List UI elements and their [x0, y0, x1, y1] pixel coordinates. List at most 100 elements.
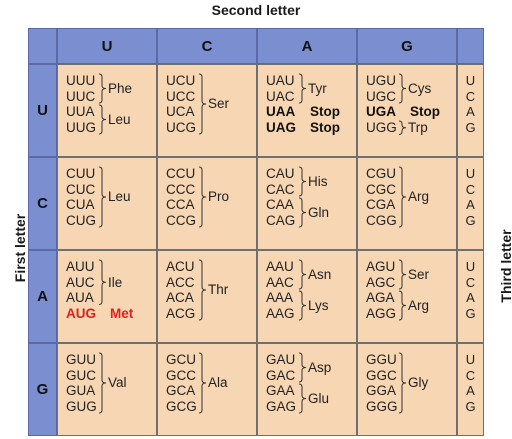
codon-block: CGU CGC CGA CGG Arg — [357, 157, 457, 250]
brace-shape — [298, 383, 307, 414]
amino-acid-label: His — [308, 173, 328, 189]
codon-label: GGC — [366, 367, 397, 383]
codon-label: GCC — [166, 367, 196, 383]
brace-shape — [298, 166, 307, 197]
amino-acid-label: Arg — [408, 189, 430, 205]
codon-label: UAU — [266, 73, 295, 88]
codon-label: UAG — [266, 119, 296, 135]
brace-shape — [98, 352, 107, 414]
amino-acid-label: Ser — [408, 266, 430, 282]
third-letter-label: C — [465, 88, 476, 104]
brace-shape — [98, 166, 107, 228]
codon-label: UUG — [66, 119, 96, 135]
codon-label: UCC — [166, 88, 196, 104]
codon-label: CGU — [366, 166, 396, 181]
codon-label: ACG — [166, 305, 196, 321]
third-letter-label: G — [465, 398, 476, 414]
codon-block: CCU CCC CCA CCG Pro — [157, 157, 257, 250]
second-letter-header: G — [357, 28, 457, 64]
brace-shape — [398, 259, 407, 290]
codon-label: CAA — [266, 197, 294, 212]
second-letter-header: C — [157, 28, 257, 64]
amino-acid-label: Leu — [108, 189, 131, 205]
brace-shape — [198, 166, 207, 228]
codon-block: GUU GUC GUA GUG Val — [57, 343, 157, 436]
brace-shape — [398, 352, 407, 414]
codon-block: ACU ACC ACA ACG Thr — [157, 250, 257, 343]
third-letter-label: C — [465, 181, 476, 197]
amino-acid-label: Gly — [408, 375, 429, 391]
codon-label: CUA — [66, 197, 95, 212]
brace-shape — [98, 104, 107, 135]
codon-label: AGC — [366, 274, 396, 290]
amino-acid-label: Thr — [208, 282, 229, 298]
codon-label: GUG — [66, 398, 97, 414]
codon-label: UAA — [266, 104, 296, 119]
codon-label: GUA — [66, 383, 96, 398]
codon-label: CUG — [66, 212, 96, 228]
brace-shape — [398, 73, 407, 104]
codon-block: GAU GAC GAA GAG Asp Glu — [257, 343, 357, 436]
amino-acid-label: Val — [108, 375, 127, 391]
codon-block: AGU AGC AGA AGG Ser Arg — [357, 250, 457, 343]
first-letter-header: U — [28, 64, 57, 157]
third-letter-label: C — [465, 274, 476, 290]
codon-block: CUU CUC CUA CUG Leu — [57, 157, 157, 250]
codon-label: GAA — [266, 383, 295, 398]
codon-label: UAC — [266, 88, 295, 104]
codon-label: AAU — [266, 259, 294, 274]
codon-label: GUC — [66, 367, 96, 383]
third-letter-label: U — [465, 166, 476, 181]
codon-label: CAU — [266, 166, 295, 181]
amino-acid-label: Tyr — [308, 80, 327, 96]
amino-acid-label: Ile — [108, 274, 123, 290]
brace-shape — [98, 259, 107, 305]
brace-shape — [298, 259, 307, 290]
amino-acid-label: Arg — [408, 297, 430, 313]
brace-shape — [98, 73, 107, 104]
third-letter-label: A — [466, 290, 475, 305]
amino-acid-label: Stop — [310, 104, 340, 119]
first-letter-header: A — [28, 250, 57, 343]
amino-acid-label: Leu — [108, 111, 131, 127]
codon-label: GUU — [66, 352, 96, 367]
corner-cell — [28, 28, 57, 64]
codon-label: UUA — [66, 104, 95, 119]
codon-label: UGC — [366, 88, 396, 104]
amino-acid-label: Stop — [310, 119, 340, 135]
codon-block: AAU AAC AAA AAG Asn Lys — [257, 250, 357, 343]
brace-shape — [198, 259, 207, 321]
first-letter-title: First letter — [12, 213, 28, 283]
codon-label: ACC — [166, 274, 195, 290]
brace-shape — [398, 166, 407, 228]
codon-block: GGU GGC GGA GGG Gly — [357, 343, 457, 436]
brace-shape — [298, 352, 307, 383]
codon-label: GAG — [266, 398, 297, 414]
codon-label: UCA — [166, 104, 195, 119]
brace-shape — [198, 73, 207, 135]
codon-label: CAG — [266, 212, 296, 228]
codon-label: AAC — [266, 274, 294, 290]
codon-block: UCU UCC UCA UCG Ser — [157, 64, 257, 157]
brace-shape — [298, 73, 307, 104]
codon-label: CCC — [166, 181, 196, 197]
codon-label: GAC — [266, 367, 296, 383]
second-letter-header: A — [257, 28, 357, 64]
third-letter-label: G — [465, 305, 476, 321]
third-letter-label: A — [466, 383, 475, 398]
codon-block: UGU UGC UGA UGG Cys Stop Trp — [357, 64, 457, 157]
codon-label: CGA — [366, 197, 396, 212]
codon-label: CGG — [366, 212, 397, 228]
codon-block: CAU CAC CAA CAG His Gln — [257, 157, 357, 250]
third-letter-label: G — [465, 212, 476, 228]
third-letter-label: U — [465, 352, 476, 367]
codon-label: UCG — [166, 119, 196, 135]
third-letter-label: C — [465, 367, 476, 383]
amino-acid-label: Ser — [208, 96, 230, 112]
codon-label: GGA — [366, 383, 397, 398]
codon-label: UGU — [366, 73, 396, 88]
